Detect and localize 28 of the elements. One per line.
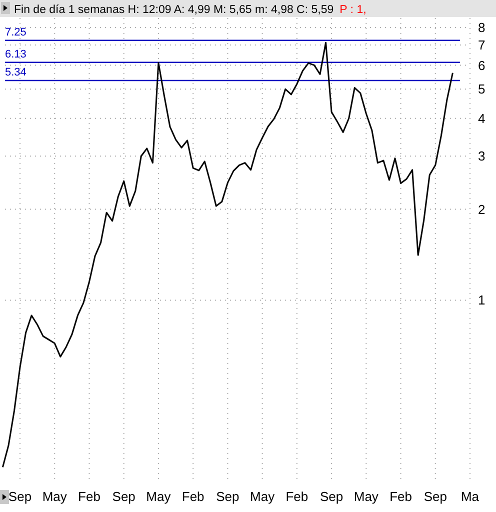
x-tick-label: Feb xyxy=(390,489,412,504)
y-tick-label: 1 xyxy=(478,292,486,308)
x-tick-label: Feb xyxy=(78,489,100,504)
x-tick-label: Sep xyxy=(8,489,32,504)
y-tick-label: 7 xyxy=(478,38,486,53)
ref-line-label: 5.34 xyxy=(5,66,26,78)
ref-line-label: 6.13 xyxy=(5,48,26,60)
x-tick-label: Feb xyxy=(286,489,308,504)
ref-line-label: 7.25 xyxy=(5,26,26,38)
line-series xyxy=(2,42,454,468)
x-tick-label: Ma xyxy=(460,489,480,504)
y-tick-label: 8 xyxy=(478,20,486,36)
x-tick-label: May xyxy=(42,489,68,504)
y-tick-label: 3 xyxy=(478,148,486,164)
x-tick-label: May xyxy=(250,489,276,504)
x-tick-label: Sep xyxy=(424,489,447,504)
y-tick-label: 6 xyxy=(478,58,486,73)
y-tick-label: 5 xyxy=(478,82,486,97)
y-tick-label: 4 xyxy=(478,110,486,126)
x-tick-label: May xyxy=(354,489,379,504)
chart-title: Fin de día 1 semanas H: 12:09 A: 4,99 M: 5,65 m: 4,98 C: 5,59 xyxy=(14,4,334,16)
x-tick-label: Sep xyxy=(320,489,344,504)
chart-subtitle: P : 1, xyxy=(340,4,366,16)
y-tick-label: 2 xyxy=(478,202,486,217)
x-tick-label: Sep xyxy=(112,489,136,504)
x-tick-label: Feb xyxy=(182,489,204,504)
x-tick-label: Sep xyxy=(216,489,240,504)
x-tick-label: May xyxy=(146,489,172,504)
